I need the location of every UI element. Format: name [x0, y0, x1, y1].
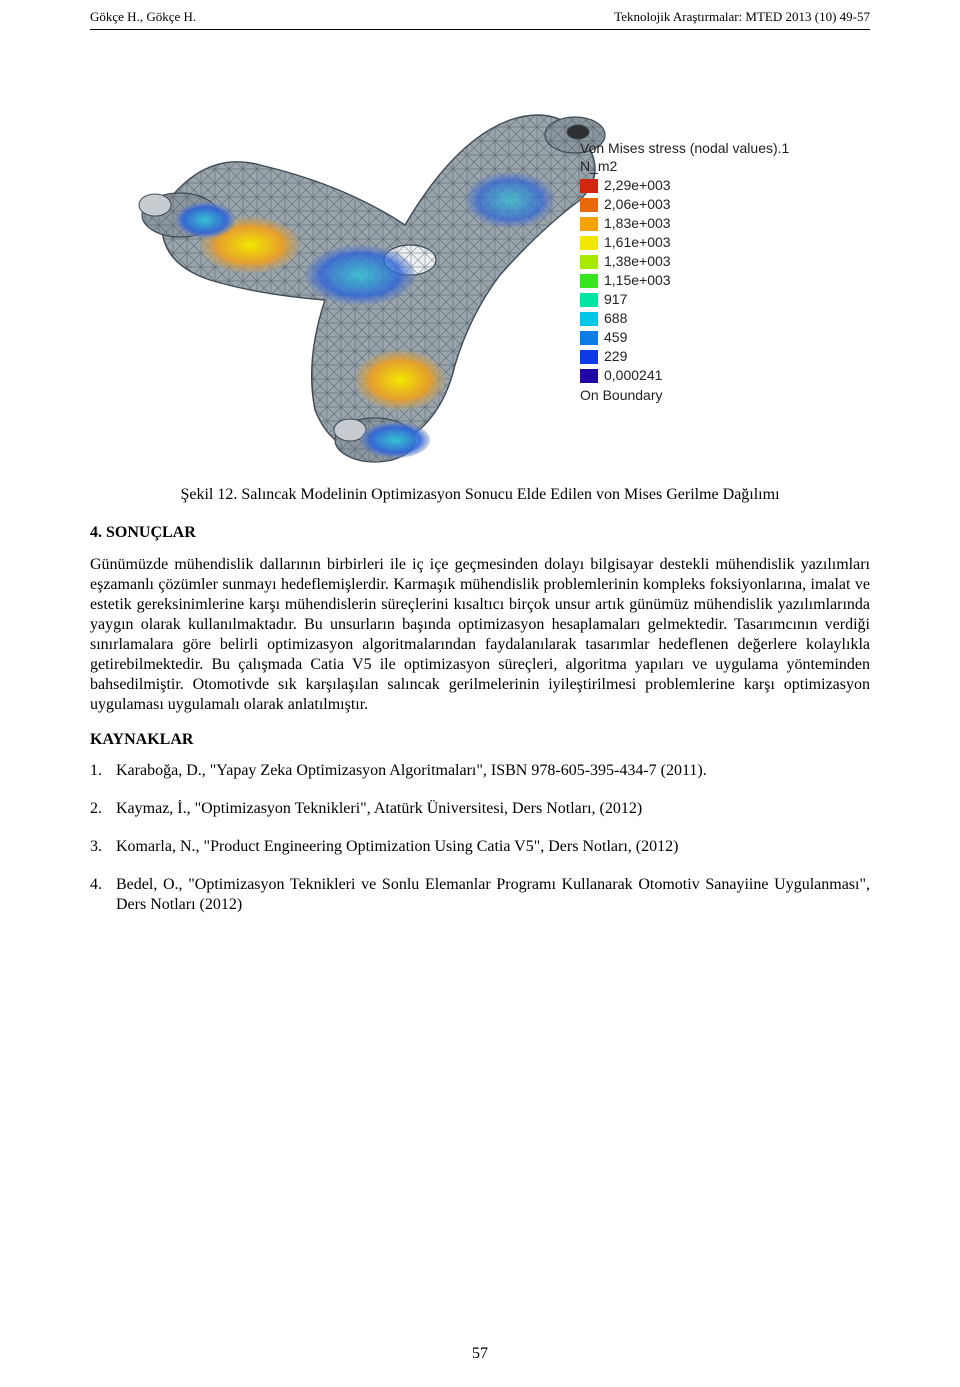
- reference-number: 2.: [90, 799, 116, 819]
- legend-row: 0,000241: [580, 366, 789, 385]
- legend-swatch: [580, 369, 598, 383]
- stress-legend: Von Mises stress (nodal values).1 N_m2 2…: [580, 140, 789, 403]
- legend-title-2: N_m2: [580, 158, 789, 174]
- legend-rows: 2,29e+0032,06e+0031,83e+0031,61e+0031,38…: [580, 176, 789, 385]
- legend-footer: On Boundary: [580, 387, 789, 403]
- legend-swatch: [580, 312, 598, 326]
- section-heading-results: 4. SONUÇLAR: [90, 524, 870, 542]
- legend-row: 229: [580, 347, 789, 366]
- page-number: 57: [0, 1345, 960, 1363]
- legend-value: 1,38e+003: [604, 252, 671, 271]
- legend-row: 688: [580, 309, 789, 328]
- running-header: Gökçe H., Gökçe H. Teknolojik Araştırmal…: [90, 10, 870, 29]
- header-right: Teknolojik Araştırmalar: MTED 2013 (10) …: [614, 10, 870, 25]
- legend-value: 688: [604, 309, 627, 328]
- fea-mesh-figure: [110, 50, 640, 470]
- reference-item: 2.Kaymaz, İ., "Optimizasyon Teknikleri",…: [90, 799, 870, 819]
- legend-swatch: [580, 179, 598, 193]
- reference-item: 1.Karaboğa, D., "Yapay Zeka Optimizasyon…: [90, 761, 870, 781]
- figure-caption: Şekil 12. Salıncak Modelinin Optimizasyo…: [90, 486, 870, 504]
- legend-row: 1,15e+003: [580, 271, 789, 290]
- header-rule: [90, 29, 870, 30]
- reference-number: 1.: [90, 761, 116, 781]
- reference-text: Komarla, N., "Product Engineering Optimi…: [116, 837, 870, 857]
- legend-swatch: [580, 217, 598, 231]
- header-left: Gökçe H., Gökçe H.: [90, 10, 196, 25]
- legend-row: 459: [580, 328, 789, 347]
- legend-swatch: [580, 236, 598, 250]
- reference-text: Bedel, O., "Optimizasyon Teknikleri ve S…: [116, 875, 870, 915]
- legend-value: 459: [604, 328, 627, 347]
- figure-area: Von Mises stress (nodal values).1 N_m2 2…: [90, 60, 870, 480]
- reference-item: 4.Bedel, O., "Optimizasyon Teknikleri ve…: [90, 875, 870, 915]
- legend-value: 1,61e+003: [604, 233, 671, 252]
- legend-row: 1,38e+003: [580, 252, 789, 271]
- legend-swatch: [580, 198, 598, 212]
- references-list: 1.Karaboğa, D., "Yapay Zeka Optimizasyon…: [90, 761, 870, 915]
- legend-swatch: [580, 293, 598, 307]
- reference-number: 3.: [90, 837, 116, 857]
- reference-text: Karaboğa, D., "Yapay Zeka Optimizasyon A…: [116, 761, 870, 781]
- legend-row: 1,83e+003: [580, 214, 789, 233]
- legend-row: 1,61e+003: [580, 233, 789, 252]
- legend-row: 2,06e+003: [580, 195, 789, 214]
- results-paragraph: Günümüzde mühendislik dallarının birbirl…: [90, 555, 870, 715]
- legend-value: 2,06e+003: [604, 195, 671, 214]
- legend-swatch: [580, 331, 598, 345]
- legend-row: 917: [580, 290, 789, 309]
- legend-value: 1,83e+003: [604, 214, 671, 233]
- reference-number: 4.: [90, 875, 116, 915]
- legend-title-1: Von Mises stress (nodal values).1: [580, 140, 789, 156]
- reference-item: 3.Komarla, N., "Product Engineering Opti…: [90, 837, 870, 857]
- reference-text: Kaymaz, İ., "Optimizasyon Teknikleri", A…: [116, 799, 870, 819]
- legend-swatch: [580, 274, 598, 288]
- legend-value: 1,15e+003: [604, 271, 671, 290]
- legend-row: 2,29e+003: [580, 176, 789, 195]
- legend-value: 2,29e+003: [604, 176, 671, 195]
- legend-swatch: [580, 255, 598, 269]
- legend-value: 917: [604, 290, 627, 309]
- legend-swatch: [580, 350, 598, 364]
- legend-value: 0,000241: [604, 366, 662, 385]
- legend-value: 229: [604, 347, 627, 366]
- section-heading-refs: KAYNAKLAR: [90, 731, 870, 749]
- page: Gökçe H., Gökçe H. Teknolojik Araştırmal…: [0, 0, 960, 1387]
